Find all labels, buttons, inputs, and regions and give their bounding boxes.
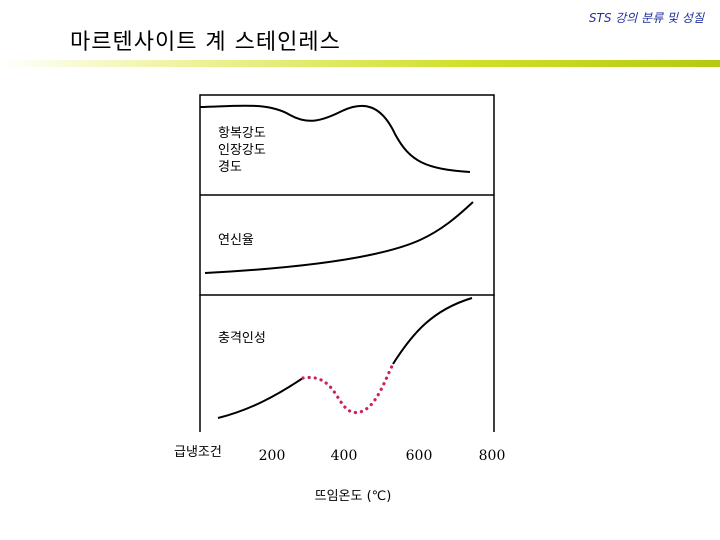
title-accent-bar xyxy=(0,60,720,67)
curve-impact-toughness-dip-dotted xyxy=(301,362,395,415)
x-axis-title: 뜨임온도 (℃) xyxy=(315,489,392,504)
label-tensile-strength: 인장강도 xyxy=(218,143,266,158)
curve-elongation xyxy=(204,201,474,274)
x-axis-start-label: 급냉조건 xyxy=(174,445,222,460)
x-tick-400: 400 xyxy=(331,448,358,464)
slide-title: 마르텐사이트 계 스테인레스 xyxy=(70,30,341,55)
curve-impact-toughness-low xyxy=(217,377,304,419)
header-note: STS 강의 분류 및 성질 xyxy=(588,11,704,25)
x-tick-600: 600 xyxy=(406,448,433,464)
label-impact-toughness: 충격인성 xyxy=(218,331,266,346)
x-tick-800: 800 xyxy=(479,448,506,464)
label-yield-strength: 항복강도 xyxy=(218,126,266,141)
curve-strength-hardness xyxy=(199,104,471,173)
x-tick-200: 200 xyxy=(259,448,286,464)
curve-impact-toughness-high xyxy=(392,297,473,365)
label-hardness: 경도 xyxy=(218,160,242,175)
label-elongation: 연신율 xyxy=(218,233,254,248)
